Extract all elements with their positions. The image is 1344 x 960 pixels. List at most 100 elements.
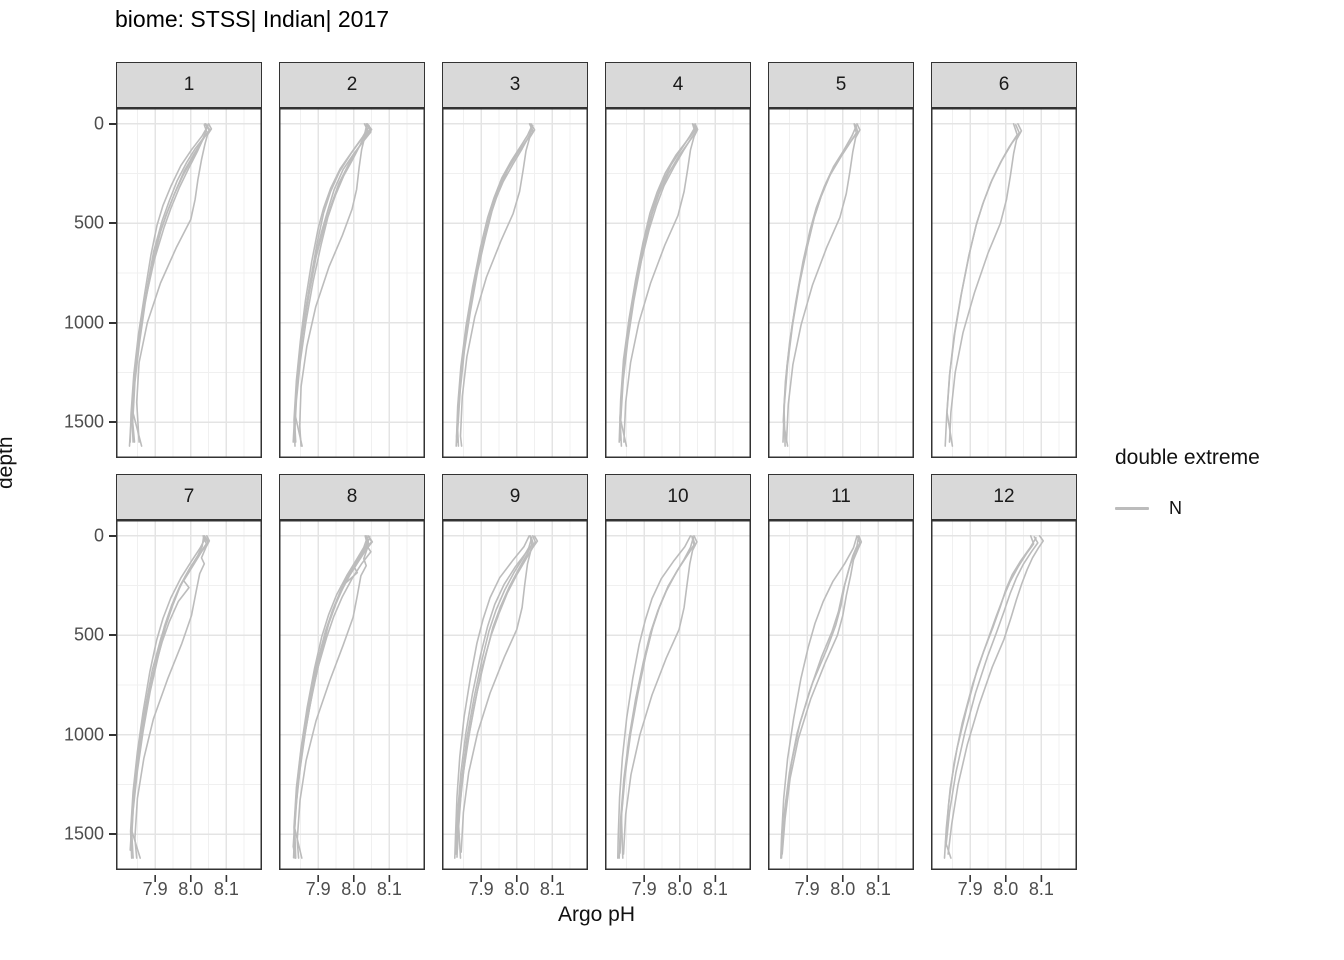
x-axis: 7.9 8.0 8.1 [279,870,425,910]
profile-line [948,123,1023,443]
profile-line [782,124,859,443]
facet-panel [931,108,1077,458]
profile-line [456,537,533,858]
x-axis-ticks [643,875,717,882]
y-tick-mark [109,634,116,637]
profile-line [947,535,1044,855]
y-axis-title: depth [0,436,17,489]
facet-strip-label: 11 [831,486,851,507]
facet-strip: 5 [768,62,914,108]
legend-title: double extreme [1115,446,1260,469]
profile-line [293,124,372,443]
profile-line [296,535,373,859]
x-tick-label: 8.1 [865,879,891,899]
facet-strip: 10 [605,474,751,520]
facet-1: 1 [116,62,262,458]
facet-panel [116,520,262,870]
facet-strip: 11 [768,474,914,520]
facet-9: 9 [442,474,588,870]
profile-line [944,537,1037,859]
y-tick-mark [109,733,116,736]
facet-8: 8 [279,474,425,870]
x-tick-label: 8.1 [539,879,565,899]
profile-line [293,535,374,859]
y-tick-label: 1000 [63,312,104,333]
y-tick-mark [109,833,116,836]
legend-item: N [1115,498,1260,519]
profile-line [130,536,209,859]
profile-line [292,535,370,848]
x-tick-label: 8.1 [702,879,728,899]
facet-strip: 12 [931,474,1077,520]
facet-strip-label: 7 [183,486,195,507]
profile-line [783,123,858,447]
profile-line [620,535,695,859]
profile-line [128,124,208,447]
facet-strip-label: 10 [667,486,689,507]
facet-panel [768,108,914,458]
facet-10: 10 [605,474,751,870]
legend-key-line-icon [1115,507,1149,510]
profile-line [944,123,1018,447]
facet-strip: 1 [116,62,262,108]
y-tick-mark [109,321,116,324]
facet-6: 6 [931,62,1077,458]
x-axis-title: Argo pH [557,903,636,926]
x-axis: 7.9 8.0 8.1 [605,870,751,910]
legend: double extreme N [1115,446,1260,519]
facet-12: 12 [931,474,1077,870]
profile-line [619,123,698,447]
facet-strip: 7 [116,474,262,520]
profile-line [130,535,205,852]
profile-line [617,535,692,859]
x-axis-row: 7.9 8.0 8.1 7.9 8.0 8.1 7.9 8.0 8.1 7.9 8.0 8.1 7.9 8… [116,870,1077,910]
profile-line [131,124,208,443]
profile-line [292,535,369,850]
facet-strip-label: 2 [346,74,358,95]
facet-strip: 3 [442,62,588,108]
y-tick-label: 0 [93,525,104,546]
x-tick-label: 8.1 [213,879,239,899]
x-axis: 7.9 8.0 8.1 [931,870,1077,910]
x-tick-label: 7.9 [631,879,657,899]
profile-line [623,123,699,443]
profile-line [781,535,863,855]
x-tick-label: 8.0 [341,879,367,899]
profile-line [131,123,211,443]
profile-line [945,536,1039,847]
x-axis-ticks [480,875,554,882]
profile-line [456,124,534,443]
profile-line [619,124,697,441]
x-axis-ticks [969,875,1043,882]
facet-5: 5 [768,62,914,458]
y-tick-mark [109,421,116,424]
x-axis-ticks [317,875,391,882]
facet-strip-label: 8 [346,486,358,507]
facet-3: 3 [442,62,588,458]
profile-line [622,535,698,855]
profile-line [454,535,530,859]
facet-panel [279,108,425,458]
profile-line [618,123,696,443]
profile-line [456,535,533,851]
y-tick-label: 500 [73,212,104,233]
facet-strip-label: 5 [835,74,847,95]
profile-line [455,125,533,447]
facet-panel [768,520,914,870]
profile-line [293,124,368,441]
y-tick-label: 500 [73,624,104,645]
facet-row-1: 1 2 3 4 5 6 [116,62,1077,458]
facet-row-2: 7 8 9 10 11 12 [116,474,1077,870]
x-tick-label: 7.9 [468,879,494,899]
profile-line [134,535,211,859]
legend-item-label: N [1169,498,1182,518]
facet-strip-label: 4 [672,74,684,95]
x-tick-label: 8.0 [504,879,530,899]
y-tick-label: 1000 [63,724,104,745]
x-axis: 7.9 8.0 8.1 [768,870,914,910]
facet-strip: 2 [279,62,425,108]
x-tick-label: 8.1 [1028,879,1054,899]
profile-line [785,123,861,443]
